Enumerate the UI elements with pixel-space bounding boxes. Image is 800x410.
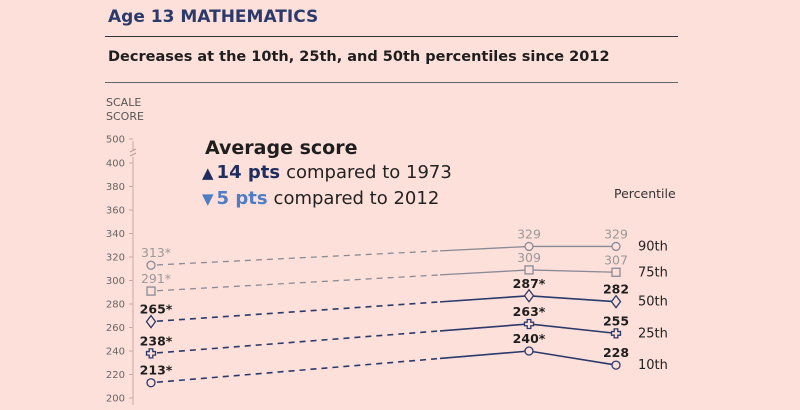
average-score-down: ▼ 5 pts compared to 2012: [202, 188, 439, 209]
subtitle-rule: [105, 82, 678, 83]
trend-line-dashed: [156, 274, 441, 292]
data-label: 282: [603, 282, 629, 297]
y-tick-label: 220: [106, 370, 125, 381]
data-point: [146, 260, 156, 270]
y-tick-label: 380: [106, 182, 125, 193]
data-point: [523, 318, 535, 330]
trend-line-dashed: [156, 250, 441, 266]
y-axis-label-line-2: SCORE: [106, 110, 144, 123]
y-tick-label: 400: [106, 159, 125, 170]
up-points: 14 pts: [216, 162, 281, 183]
arrow-up-icon: ▲: [202, 163, 214, 182]
data-label: 329: [517, 226, 541, 241]
data-label: 309: [517, 250, 541, 265]
down-text: compared to 2012: [273, 188, 440, 209]
average-score-title: Average score: [205, 137, 358, 159]
series-label: 50th: [638, 295, 668, 310]
y-tick-label: 200: [106, 394, 125, 405]
data-point: [611, 267, 621, 277]
data-point: [146, 286, 156, 296]
data-point: [611, 360, 621, 370]
data-point: [524, 265, 534, 275]
trend-line-dashed: [156, 330, 441, 354]
chart-title: Age 13 MATHEMATICS: [108, 7, 319, 27]
data-point: [524, 346, 534, 356]
data-point: [610, 328, 622, 339]
y-tick-label: 500: [106, 135, 125, 146]
data-point: [146, 378, 156, 388]
legend-title: Percentile: [614, 186, 676, 201]
axis-break: [129, 148, 137, 157]
data-point: [524, 241, 534, 252]
trend-line-dashed: [156, 357, 441, 384]
data-point: [145, 348, 157, 359]
data-label: 313*: [141, 245, 171, 260]
y-tick-label: 340: [106, 229, 125, 240]
y-tick-label: 360: [106, 206, 125, 217]
up-text: compared to 1973: [286, 162, 452, 183]
data-label: 240*: [513, 331, 546, 346]
data-label: 291*: [141, 271, 171, 286]
data-label: 287*: [513, 276, 546, 291]
data-point: [611, 241, 621, 252]
data-point: [523, 288, 535, 303]
data-label: 238*: [140, 333, 173, 348]
y-tick-label: 320: [106, 253, 125, 264]
y-tick-label: 240: [106, 347, 125, 358]
series-label: 10th: [638, 358, 668, 373]
arrow-down-icon: ▼: [202, 189, 214, 208]
data-label: 228: [603, 345, 629, 360]
y-tick-label: 300: [106, 276, 125, 287]
series-label: 75th: [638, 265, 668, 280]
series-label: 90th: [638, 239, 668, 254]
y-axis-label-line-1: SCALE: [106, 96, 142, 109]
average-score-up: ▲ 14 pts compared to 1973: [202, 162, 452, 183]
data-label: 263*: [513, 304, 546, 319]
data-label: 307: [604, 252, 628, 267]
data-label: 329: [604, 226, 628, 241]
y-tick-label: 260: [106, 323, 125, 334]
chart-subtitle: Decreases at the 10th, 25th, and 50th pe…: [108, 49, 610, 65]
y-tick-label: 280: [106, 300, 125, 311]
data-label: 213*: [140, 363, 173, 378]
data-label: 255: [603, 313, 629, 328]
data-point: [610, 294, 622, 309]
y-axis-label: SCALE SCORE: [106, 96, 144, 124]
series-label: 25th: [638, 326, 668, 341]
title-rule: [105, 36, 678, 37]
down-points: 5 pts: [216, 188, 268, 209]
trend-line-dashed: [156, 301, 441, 323]
data-point: [145, 314, 157, 329]
data-label: 265*: [140, 302, 173, 317]
